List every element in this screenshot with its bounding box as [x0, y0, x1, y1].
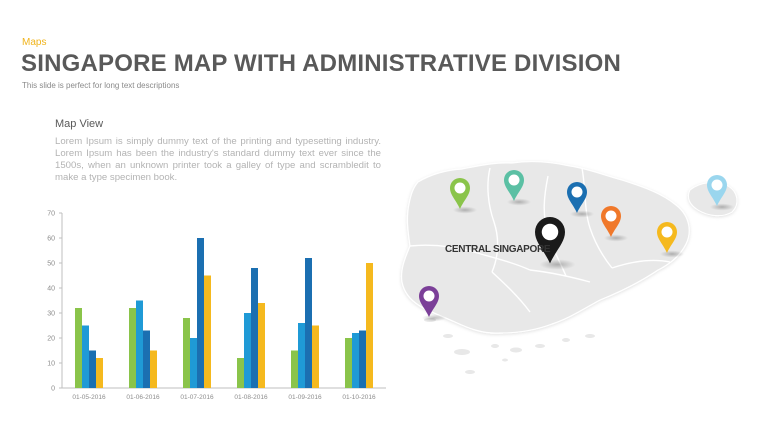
- y-tick-label: 40: [47, 286, 55, 293]
- map-pin-icon: [504, 170, 531, 206]
- panel-title: Map View: [55, 118, 104, 130]
- map-pin-icon: [450, 178, 477, 214]
- x-tick-label: 01-10-2016: [342, 394, 376, 401]
- panel-description: Lorem Ipsum is simply dummy text of the …: [55, 136, 381, 183]
- bar: [75, 308, 82, 388]
- page-title: SINGAPORE MAP WITH ADMINISTRATIVE DIVISI…: [21, 50, 621, 77]
- bar: [312, 325, 319, 388]
- x-tick-label: 01-07-2016: [180, 394, 214, 401]
- bar: [89, 350, 96, 388]
- y-tick-label: 0: [51, 386, 55, 393]
- section-tag: Maps: [22, 37, 47, 48]
- x-tick-label: 01-09-2016: [288, 394, 322, 401]
- y-tick-label: 70: [47, 211, 55, 218]
- bar: [359, 330, 366, 388]
- x-tick-label: 01-08-2016: [234, 394, 268, 401]
- central-singapore-label: CENTRAL SINGAPORE: [445, 244, 551, 255]
- map-pin-icon: [657, 222, 684, 258]
- bar: [352, 333, 359, 388]
- x-tick-label: 01-06-2016: [126, 394, 160, 401]
- bar: [298, 323, 305, 388]
- bar: [129, 308, 136, 388]
- y-tick-label: 10: [47, 361, 55, 368]
- map-pin-icon: [567, 182, 594, 218]
- bar: [258, 303, 265, 388]
- bar: [190, 338, 197, 388]
- bar: [305, 258, 312, 388]
- bar: [204, 275, 211, 388]
- bar: [345, 338, 352, 388]
- bar: [366, 263, 373, 388]
- central-pin-icon: [535, 217, 576, 270]
- y-tick-label: 20: [47, 336, 55, 343]
- x-tick-label: 01-05-2016: [72, 394, 106, 401]
- bar: [291, 350, 298, 388]
- bar: [237, 358, 244, 388]
- y-tick-label: 30: [47, 311, 55, 318]
- map-pin-icon: [419, 286, 446, 322]
- map-pin-icon: [601, 206, 628, 242]
- y-tick-label: 50: [47, 261, 55, 268]
- bar: [244, 313, 251, 388]
- y-tick-label: 60: [47, 236, 55, 243]
- bar: [251, 268, 258, 388]
- map-pin-icon: [707, 175, 734, 211]
- bar: [136, 300, 143, 388]
- bar: [150, 350, 157, 388]
- bar: [183, 318, 190, 388]
- bar: [143, 330, 150, 388]
- bar: [96, 358, 103, 388]
- bar: [82, 325, 89, 388]
- page-subtitle: This slide is perfect for long text desc…: [22, 81, 180, 90]
- bar: [197, 238, 204, 388]
